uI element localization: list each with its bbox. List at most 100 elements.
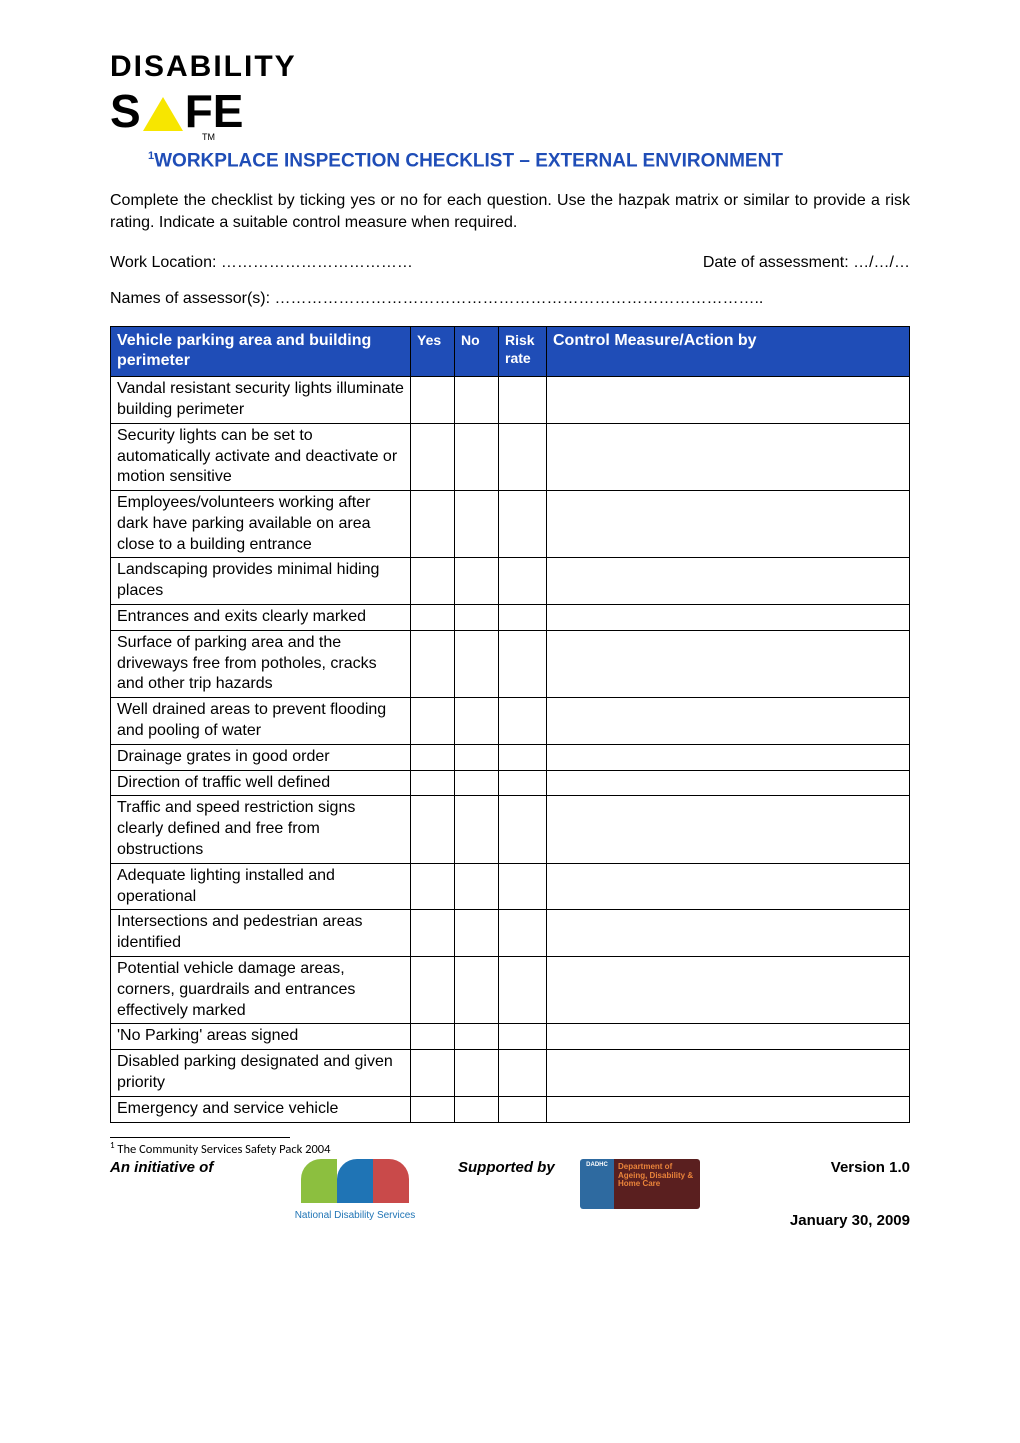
supported-label: Supported by [450, 1159, 580, 1176]
cell-risk[interactable] [499, 1096, 547, 1122]
cell-risk[interactable] [499, 957, 547, 1024]
cell-risk[interactable] [499, 491, 547, 558]
cell-yes[interactable] [411, 1050, 455, 1097]
trademark-label: TM [202, 132, 910, 142]
cell-yes[interactable] [411, 863, 455, 910]
cell-no[interactable] [455, 744, 499, 770]
cell-risk[interactable] [499, 377, 547, 424]
cell-control[interactable] [547, 1050, 910, 1097]
cell-risk[interactable] [499, 863, 547, 910]
cell-control[interactable] [547, 377, 910, 424]
cell-yes[interactable] [411, 377, 455, 424]
checklist-item-text: Well drained areas to prevent flooding a… [111, 698, 411, 745]
cell-control[interactable] [547, 744, 910, 770]
col-header-control: Control Measure/Action by [547, 326, 910, 377]
cell-yes[interactable] [411, 423, 455, 490]
cell-yes[interactable] [411, 1096, 455, 1122]
footnote: 1 The Community Services Safety Pack 200… [110, 1140, 910, 1157]
cell-control[interactable] [547, 863, 910, 910]
cell-no[interactable] [455, 910, 499, 957]
checklist-item-text: 'No Parking' areas signed [111, 1024, 411, 1050]
checklist-item-text: Potential vehicle damage areas, corners,… [111, 957, 411, 1024]
disability-safe-logo: DISABILITY S FE TM [110, 50, 910, 142]
cell-risk[interactable] [499, 630, 547, 697]
meta-row: Work Location: ……………………………… Date of asse… [110, 254, 910, 272]
cell-no[interactable] [455, 770, 499, 796]
table-row: Security lights can be set to automatica… [111, 423, 910, 490]
cell-risk[interactable] [499, 770, 547, 796]
dadhc-badge-icon: DADHC Department of Ageing, Disability &… [580, 1159, 740, 1209]
cell-control[interactable] [547, 605, 910, 631]
cell-risk[interactable] [499, 1050, 547, 1097]
cell-yes[interactable] [411, 1024, 455, 1050]
cell-no[interactable] [455, 863, 499, 910]
cell-yes[interactable] [411, 796, 455, 863]
dadhc-badge-left: DADHC [580, 1159, 614, 1209]
cell-control[interactable] [547, 796, 910, 863]
cell-risk[interactable] [499, 423, 547, 490]
cell-no[interactable] [455, 558, 499, 605]
cell-no[interactable] [455, 1096, 499, 1122]
cell-no[interactable] [455, 605, 499, 631]
cell-no[interactable] [455, 1050, 499, 1097]
table-row: Employees/volunteers working after dark … [111, 491, 910, 558]
assessment-date-field: Date of assessment: …/…/… [703, 254, 910, 272]
cell-yes[interactable] [411, 770, 455, 796]
cell-control[interactable] [547, 957, 910, 1024]
cell-no[interactable] [455, 698, 499, 745]
cell-yes[interactable] [411, 605, 455, 631]
table-row: Adequate lighting installed and operatio… [111, 863, 910, 910]
cell-control[interactable] [547, 1096, 910, 1122]
table-row: Well drained areas to prevent flooding a… [111, 698, 910, 745]
table-row: Direction of traffic well defined [111, 770, 910, 796]
assessor-names-field: Names of assessor(s): ………………………………………………… [110, 290, 910, 308]
cell-risk[interactable] [499, 605, 547, 631]
cell-no[interactable] [455, 491, 499, 558]
cell-risk[interactable] [499, 796, 547, 863]
cell-risk[interactable] [499, 744, 547, 770]
cell-no[interactable] [455, 957, 499, 1024]
checklist-item-text: Direction of traffic well defined [111, 770, 411, 796]
nds-bar-green-icon [301, 1159, 337, 1203]
checklist-item-text: Disabled parking designated and given pr… [111, 1050, 411, 1097]
intro-paragraph: Complete the checklist by ticking yes or… [110, 190, 910, 233]
cell-risk[interactable] [499, 1024, 547, 1050]
cell-control[interactable] [547, 491, 910, 558]
cell-yes[interactable] [411, 630, 455, 697]
table-row: Drainage grates in good order [111, 744, 910, 770]
cell-control[interactable] [547, 910, 910, 957]
cell-control[interactable] [547, 558, 910, 605]
cell-yes[interactable] [411, 744, 455, 770]
cell-control[interactable] [547, 770, 910, 796]
cell-no[interactable] [455, 630, 499, 697]
checklist-item-text: Security lights can be set to automatica… [111, 423, 411, 490]
cell-risk[interactable] [499, 698, 547, 745]
nds-logo-block: National Disability Services [260, 1159, 450, 1221]
cell-no[interactable] [455, 796, 499, 863]
checklist-item-text: Employees/volunteers working after dark … [111, 491, 411, 558]
checklist-item-text: Traffic and speed restriction signs clea… [111, 796, 411, 863]
checklist-item-text: Emergency and service vehicle [111, 1096, 411, 1122]
checklist-item-text: Drainage grates in good order [111, 744, 411, 770]
version-label: Version 1.0 [740, 1159, 910, 1176]
cell-risk[interactable] [499, 910, 547, 957]
cell-no[interactable] [455, 1024, 499, 1050]
cell-yes[interactable] [411, 558, 455, 605]
cell-risk[interactable] [499, 558, 547, 605]
initiative-label: An initiative of [110, 1159, 260, 1176]
table-row: Emergency and service vehicle [111, 1096, 910, 1122]
cell-control[interactable] [547, 423, 910, 490]
cell-yes[interactable] [411, 491, 455, 558]
cell-no[interactable] [455, 377, 499, 424]
cell-control[interactable] [547, 1024, 910, 1050]
cell-yes[interactable] [411, 910, 455, 957]
work-location-field: Work Location: ……………………………… [110, 254, 413, 272]
checklist-item-text: Vandal resistant security lights illumin… [111, 377, 411, 424]
cell-control[interactable] [547, 630, 910, 697]
cell-control[interactable] [547, 698, 910, 745]
cell-yes[interactable] [411, 957, 455, 1024]
table-row: Surface of parking area and the driveway… [111, 630, 910, 697]
checklist-item-text: Entrances and exits clearly marked [111, 605, 411, 631]
cell-yes[interactable] [411, 698, 455, 745]
cell-no[interactable] [455, 423, 499, 490]
